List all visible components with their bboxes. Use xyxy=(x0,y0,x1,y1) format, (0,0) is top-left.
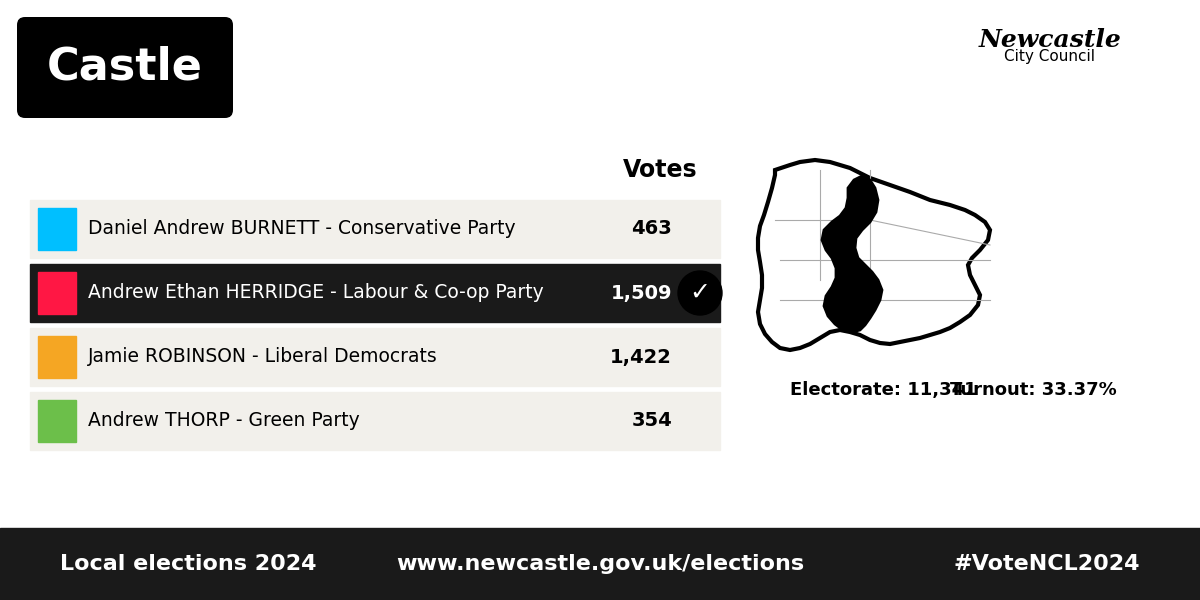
Text: Electorate: 11,341: Electorate: 11,341 xyxy=(790,381,977,399)
Bar xyxy=(30,328,720,386)
Polygon shape xyxy=(758,160,990,350)
Text: Jamie ROBINSON - Liberal Democrats: Jamie ROBINSON - Liberal Democrats xyxy=(88,347,438,367)
Bar xyxy=(38,208,76,250)
Bar xyxy=(38,336,76,378)
Bar xyxy=(0,528,1200,600)
Text: Andrew THORP - Green Party: Andrew THORP - Green Party xyxy=(88,412,360,431)
Bar xyxy=(30,264,720,322)
Polygon shape xyxy=(822,176,882,332)
Text: 354: 354 xyxy=(631,412,672,431)
Text: Turnout: 33.37%: Turnout: 33.37% xyxy=(950,381,1117,399)
Bar xyxy=(38,400,76,442)
Text: City Council: City Council xyxy=(1004,49,1096,64)
Text: ✓: ✓ xyxy=(690,281,710,305)
Text: Votes: Votes xyxy=(623,158,697,182)
Text: Newcastle: Newcastle xyxy=(979,28,1121,52)
Text: 1,509: 1,509 xyxy=(611,283,672,302)
Text: Local elections 2024: Local elections 2024 xyxy=(60,554,317,574)
Text: Andrew Ethan HERRIDGE - Labour & Co-op Party: Andrew Ethan HERRIDGE - Labour & Co-op P… xyxy=(88,283,544,302)
Text: Daniel Andrew BURNETT - Conservative Party: Daniel Andrew BURNETT - Conservative Par… xyxy=(88,220,516,238)
Circle shape xyxy=(678,271,722,315)
Bar xyxy=(30,200,720,258)
Text: 1,422: 1,422 xyxy=(610,347,672,367)
Text: www.newcastle.gov.uk/elections: www.newcastle.gov.uk/elections xyxy=(396,554,804,574)
Text: #VoteNCL2024: #VoteNCL2024 xyxy=(954,554,1140,574)
Text: 463: 463 xyxy=(631,220,672,238)
Text: Castle: Castle xyxy=(47,46,203,88)
Bar xyxy=(30,392,720,450)
Bar xyxy=(38,272,76,314)
FancyBboxPatch shape xyxy=(17,17,233,118)
